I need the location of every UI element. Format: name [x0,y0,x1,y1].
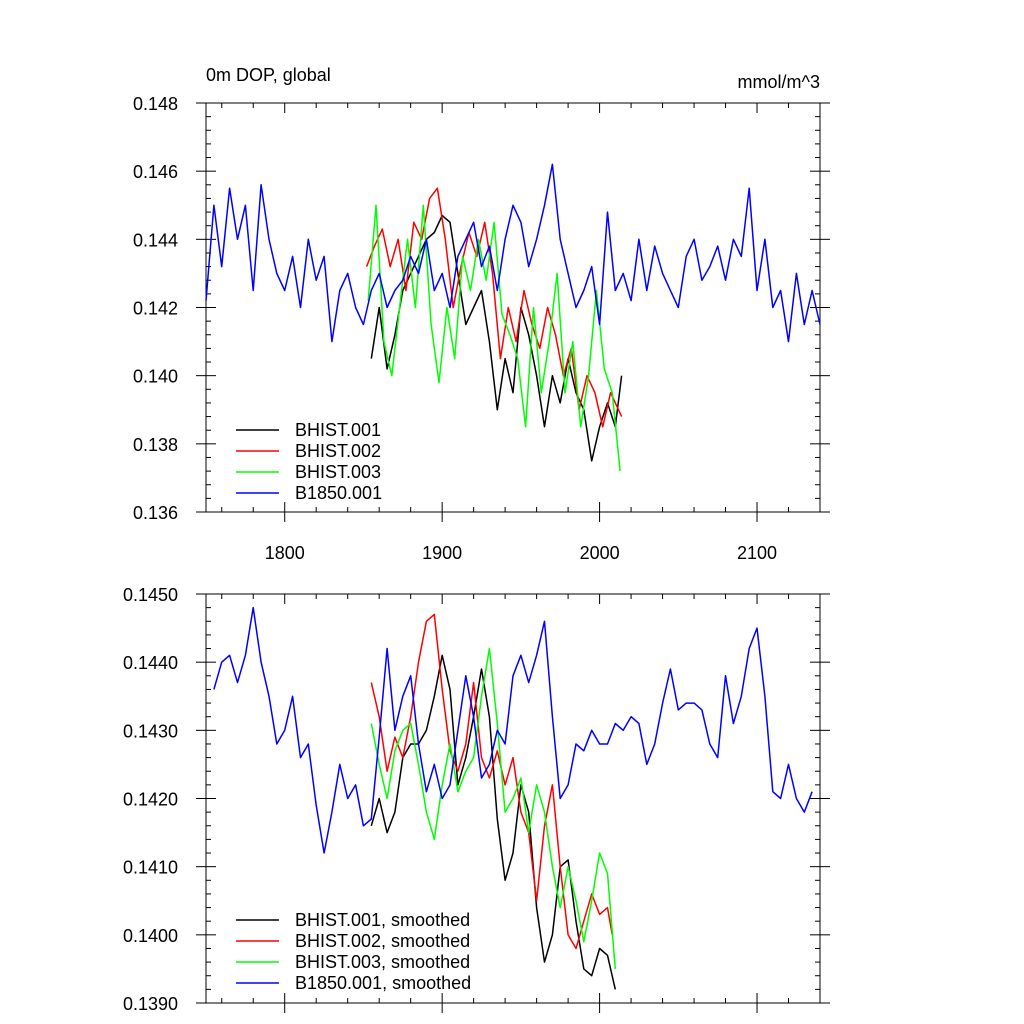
series-line-3 [370,647,617,969]
top-panel: 1800 1900 2000 2100 0.136 0.138 0.140 0.142 0.14… [133,65,830,563]
legend-label: BHIST.001, smoothed [295,910,470,930]
series-line-4 [213,606,813,854]
y-tick-label: 0.144 [133,230,178,250]
legend-label: BHIST.003 [295,462,381,482]
y-tick-label: 0.1440 [123,653,178,673]
legend-label: B1850.001, smoothed [295,973,471,993]
y-tick-label: 0.140 [133,367,178,387]
series-line-4 [205,163,821,343]
y-tick-label: 0.1410 [123,858,178,878]
series-line-1 [370,654,617,990]
y-tick-label: 0.1450 [123,585,178,605]
y-tick-label: 0.1390 [123,994,178,1014]
legend-label: BHIST.002 [295,441,381,461]
y-tick-label: 0.148 [133,94,178,114]
y-tick-label: 0.1400 [123,926,178,946]
y-tick-label: 0.146 [133,162,178,182]
series-line-3 [367,204,621,472]
y-tick-label: 0.136 [133,503,178,523]
chart-title: 0m DOP, global [206,65,331,85]
x-tick-label: 1800 [265,543,305,563]
x-tick-label: 1900 [422,543,462,563]
units-label: mmol/m^3 [738,72,820,92]
y-tick-label: 0.1420 [123,790,178,810]
y-tick-label: 0.138 [133,435,178,455]
x-tick-label: 2100 [737,543,777,563]
y-tick-label: 0.1430 [123,721,178,741]
x-tick-label: 2000 [580,543,620,563]
legend-label: B1850.001 [295,483,382,503]
y-tick-label: 0.142 [133,299,178,319]
legend-label: BHIST.001 [295,420,381,440]
series-line-1 [370,214,623,462]
bottom-panel: 0.1390 0.1400 0.1410 0.1420 0.1430 0.1440 0.14… [123,585,830,1014]
legend-label: BHIST.002, smoothed [295,931,470,951]
series-line-2 [370,613,613,950]
legend-label: BHIST.003, smoothed [295,952,470,972]
